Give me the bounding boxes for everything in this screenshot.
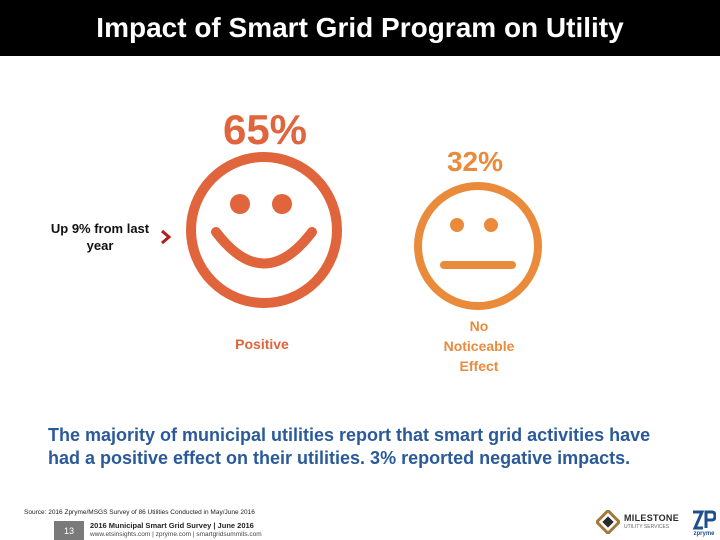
zpryme-mark-icon [692,510,716,530]
neutral-percent: 32% [446,146,504,177]
smiley-face-icon [186,152,342,308]
year-change-note: Up 9% from last year [50,221,150,253]
zpryme-logo: zpryme [690,510,718,540]
survey-title: 2016 Municipal Smart Grid Survey | June … [90,521,254,530]
neutral-label: No Noticeable Effect [443,318,515,374]
source-note: Source: 2016 Zpryme/MSGS Survey of 86 Ut… [24,509,255,516]
positive-label: Positive [235,336,289,352]
milestone-logo: MILESTONE UTILITY SERVICES [596,510,688,534]
zpryme-name: zpryme [693,531,715,537]
milestone-diamond-icon [596,510,620,534]
milestone-subtitle: UTILITY SERVICES [624,524,670,530]
milestone-name: MILESTONE [624,513,680,523]
neutral-face-icon [414,182,542,310]
page-number: 13 [54,521,84,540]
chevron-right-icon [161,230,172,244]
positive-percent: 65% [222,106,308,153]
summary-text: The majority of municipal utilities repo… [48,425,651,468]
footer-links: www.etsinsights.com | zpryme.com | smart… [90,531,262,538]
slide-title: Impact of Smart Grid Program on Utility [0,0,720,56]
